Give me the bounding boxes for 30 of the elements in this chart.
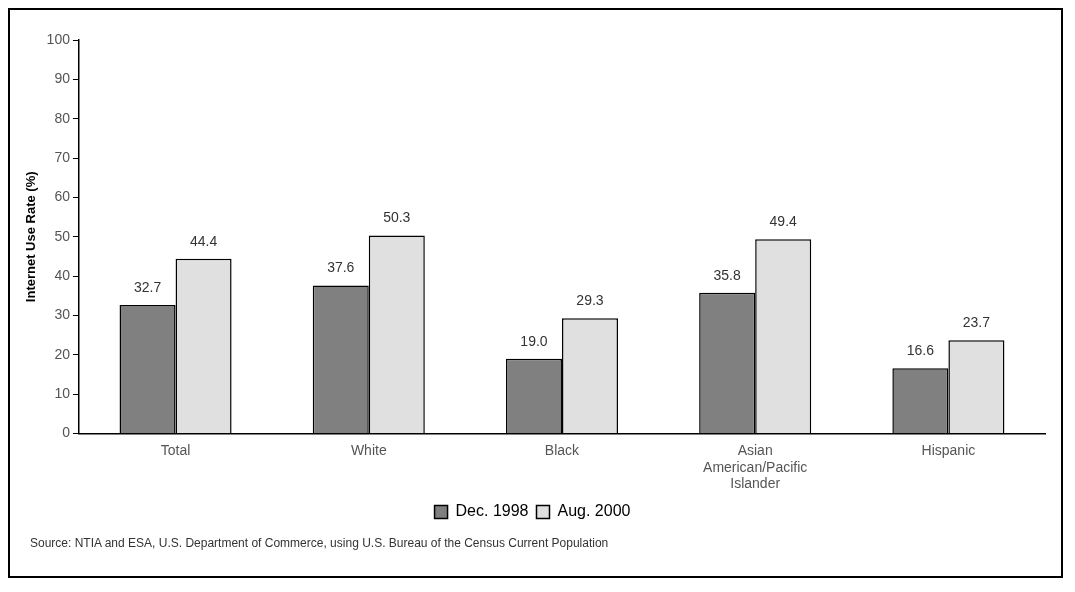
y-tick-label: 0 — [62, 424, 71, 441]
source-note: Source: NTIA and ESA, U.S. Department of Commerce, using U.S. Bureau of the Census Current Population — [29, 535, 610, 550]
y-tick-label: 10 — [54, 385, 71, 402]
data-label: 50.3 — [383, 209, 411, 226]
data-label: 16.6 — [906, 342, 935, 359]
data-label: 44.4 — [189, 232, 218, 249]
y-tick-label: 100 — [46, 30, 71, 47]
x-tick-label: Asian American/Pacific Islander — [703, 441, 808, 492]
x-tick-label: Black — [544, 441, 581, 458]
y-tick-label: 70 — [54, 148, 71, 165]
y-tick-label: 80 — [54, 109, 71, 126]
legend-label: Dec. 1998 — [455, 502, 529, 520]
y-tick-label: 60 — [54, 188, 71, 205]
data-label: 19.0 — [520, 332, 548, 349]
data-label: 37.6 — [327, 259, 355, 276]
data-label: 49.4 — [769, 213, 798, 230]
y-tick-label: 40 — [54, 267, 71, 284]
data-label: 35.8 — [713, 266, 742, 283]
data-label: 29.3 — [576, 292, 604, 309]
y-axis-title: Internet Use Rate (%) — [23, 171, 39, 303]
x-tick-label: Total — [160, 441, 191, 458]
data-label: 23.7 — [962, 314, 991, 331]
x-tick-label: Hispanic — [921, 441, 976, 458]
y-tick-label: 50 — [54, 227, 71, 244]
y-tick-label: 30 — [54, 306, 71, 323]
y-tick-label: 20 — [54, 345, 71, 362]
x-tick-label: White — [350, 441, 387, 458]
legend-label: Aug. 2000 — [557, 502, 631, 520]
data-label: 32.7 — [133, 278, 162, 295]
y-tick-label: 90 — [54, 70, 71, 87]
